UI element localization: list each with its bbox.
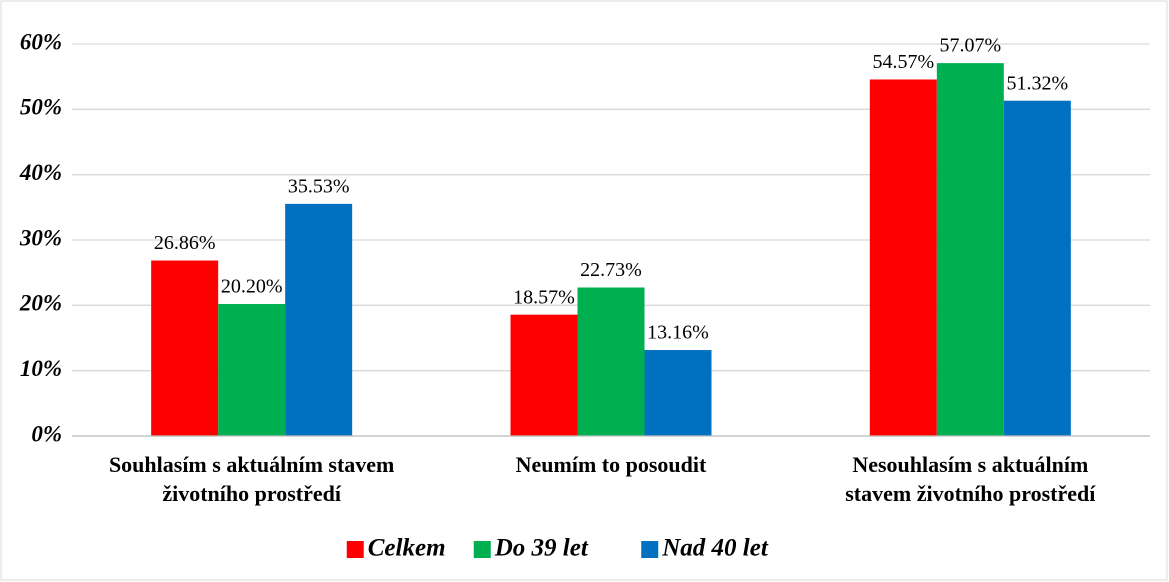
bar bbox=[644, 350, 712, 436]
y-tick-label: 0% bbox=[31, 421, 62, 446]
x-tick-label: Souhlasím s aktuálním stavem životního pr… bbox=[109, 452, 394, 506]
y-tick-label: 20% bbox=[19, 291, 62, 316]
legend-swatch bbox=[346, 541, 364, 558]
y-tick-label: 30% bbox=[19, 225, 62, 250]
value-label: 18.57% bbox=[513, 286, 575, 308]
bar bbox=[869, 79, 937, 436]
y-tick-label: 10% bbox=[20, 356, 62, 381]
bar bbox=[577, 287, 645, 436]
y-tick-label: 50% bbox=[20, 95, 62, 120]
value-label: 22.73% bbox=[580, 259, 642, 281]
value-label: 51.32% bbox=[1006, 72, 1068, 94]
value-label: 20.20% bbox=[221, 276, 283, 298]
bar bbox=[151, 260, 219, 436]
y-tick-label: 60% bbox=[20, 29, 62, 54]
bar bbox=[510, 314, 578, 436]
x-tick-label: Nesouhlasím s aktuálním stavem životního … bbox=[845, 452, 1096, 506]
value-label: 54.57% bbox=[872, 51, 934, 73]
bar bbox=[285, 203, 353, 436]
value-label: 35.53% bbox=[288, 175, 350, 197]
legend-label: Do 39 let bbox=[494, 535, 589, 562]
bar bbox=[1003, 100, 1071, 436]
y-tick-label: 40% bbox=[19, 160, 62, 185]
value-label: 26.86% bbox=[154, 232, 216, 254]
legend-swatch bbox=[641, 541, 659, 558]
value-label: 13.16% bbox=[647, 322, 709, 344]
legend-label: Nad 40 let bbox=[661, 535, 769, 562]
x-tick-label: Neumím to posoudit bbox=[516, 452, 707, 477]
bar bbox=[218, 304, 286, 436]
legend-label: Celkem bbox=[368, 535, 446, 562]
value-label: 57.07% bbox=[939, 35, 1001, 57]
bar bbox=[936, 63, 1004, 436]
legend: Celkem Do 39 let Nad 40 let bbox=[346, 535, 769, 562]
legend-swatch bbox=[473, 541, 491, 558]
